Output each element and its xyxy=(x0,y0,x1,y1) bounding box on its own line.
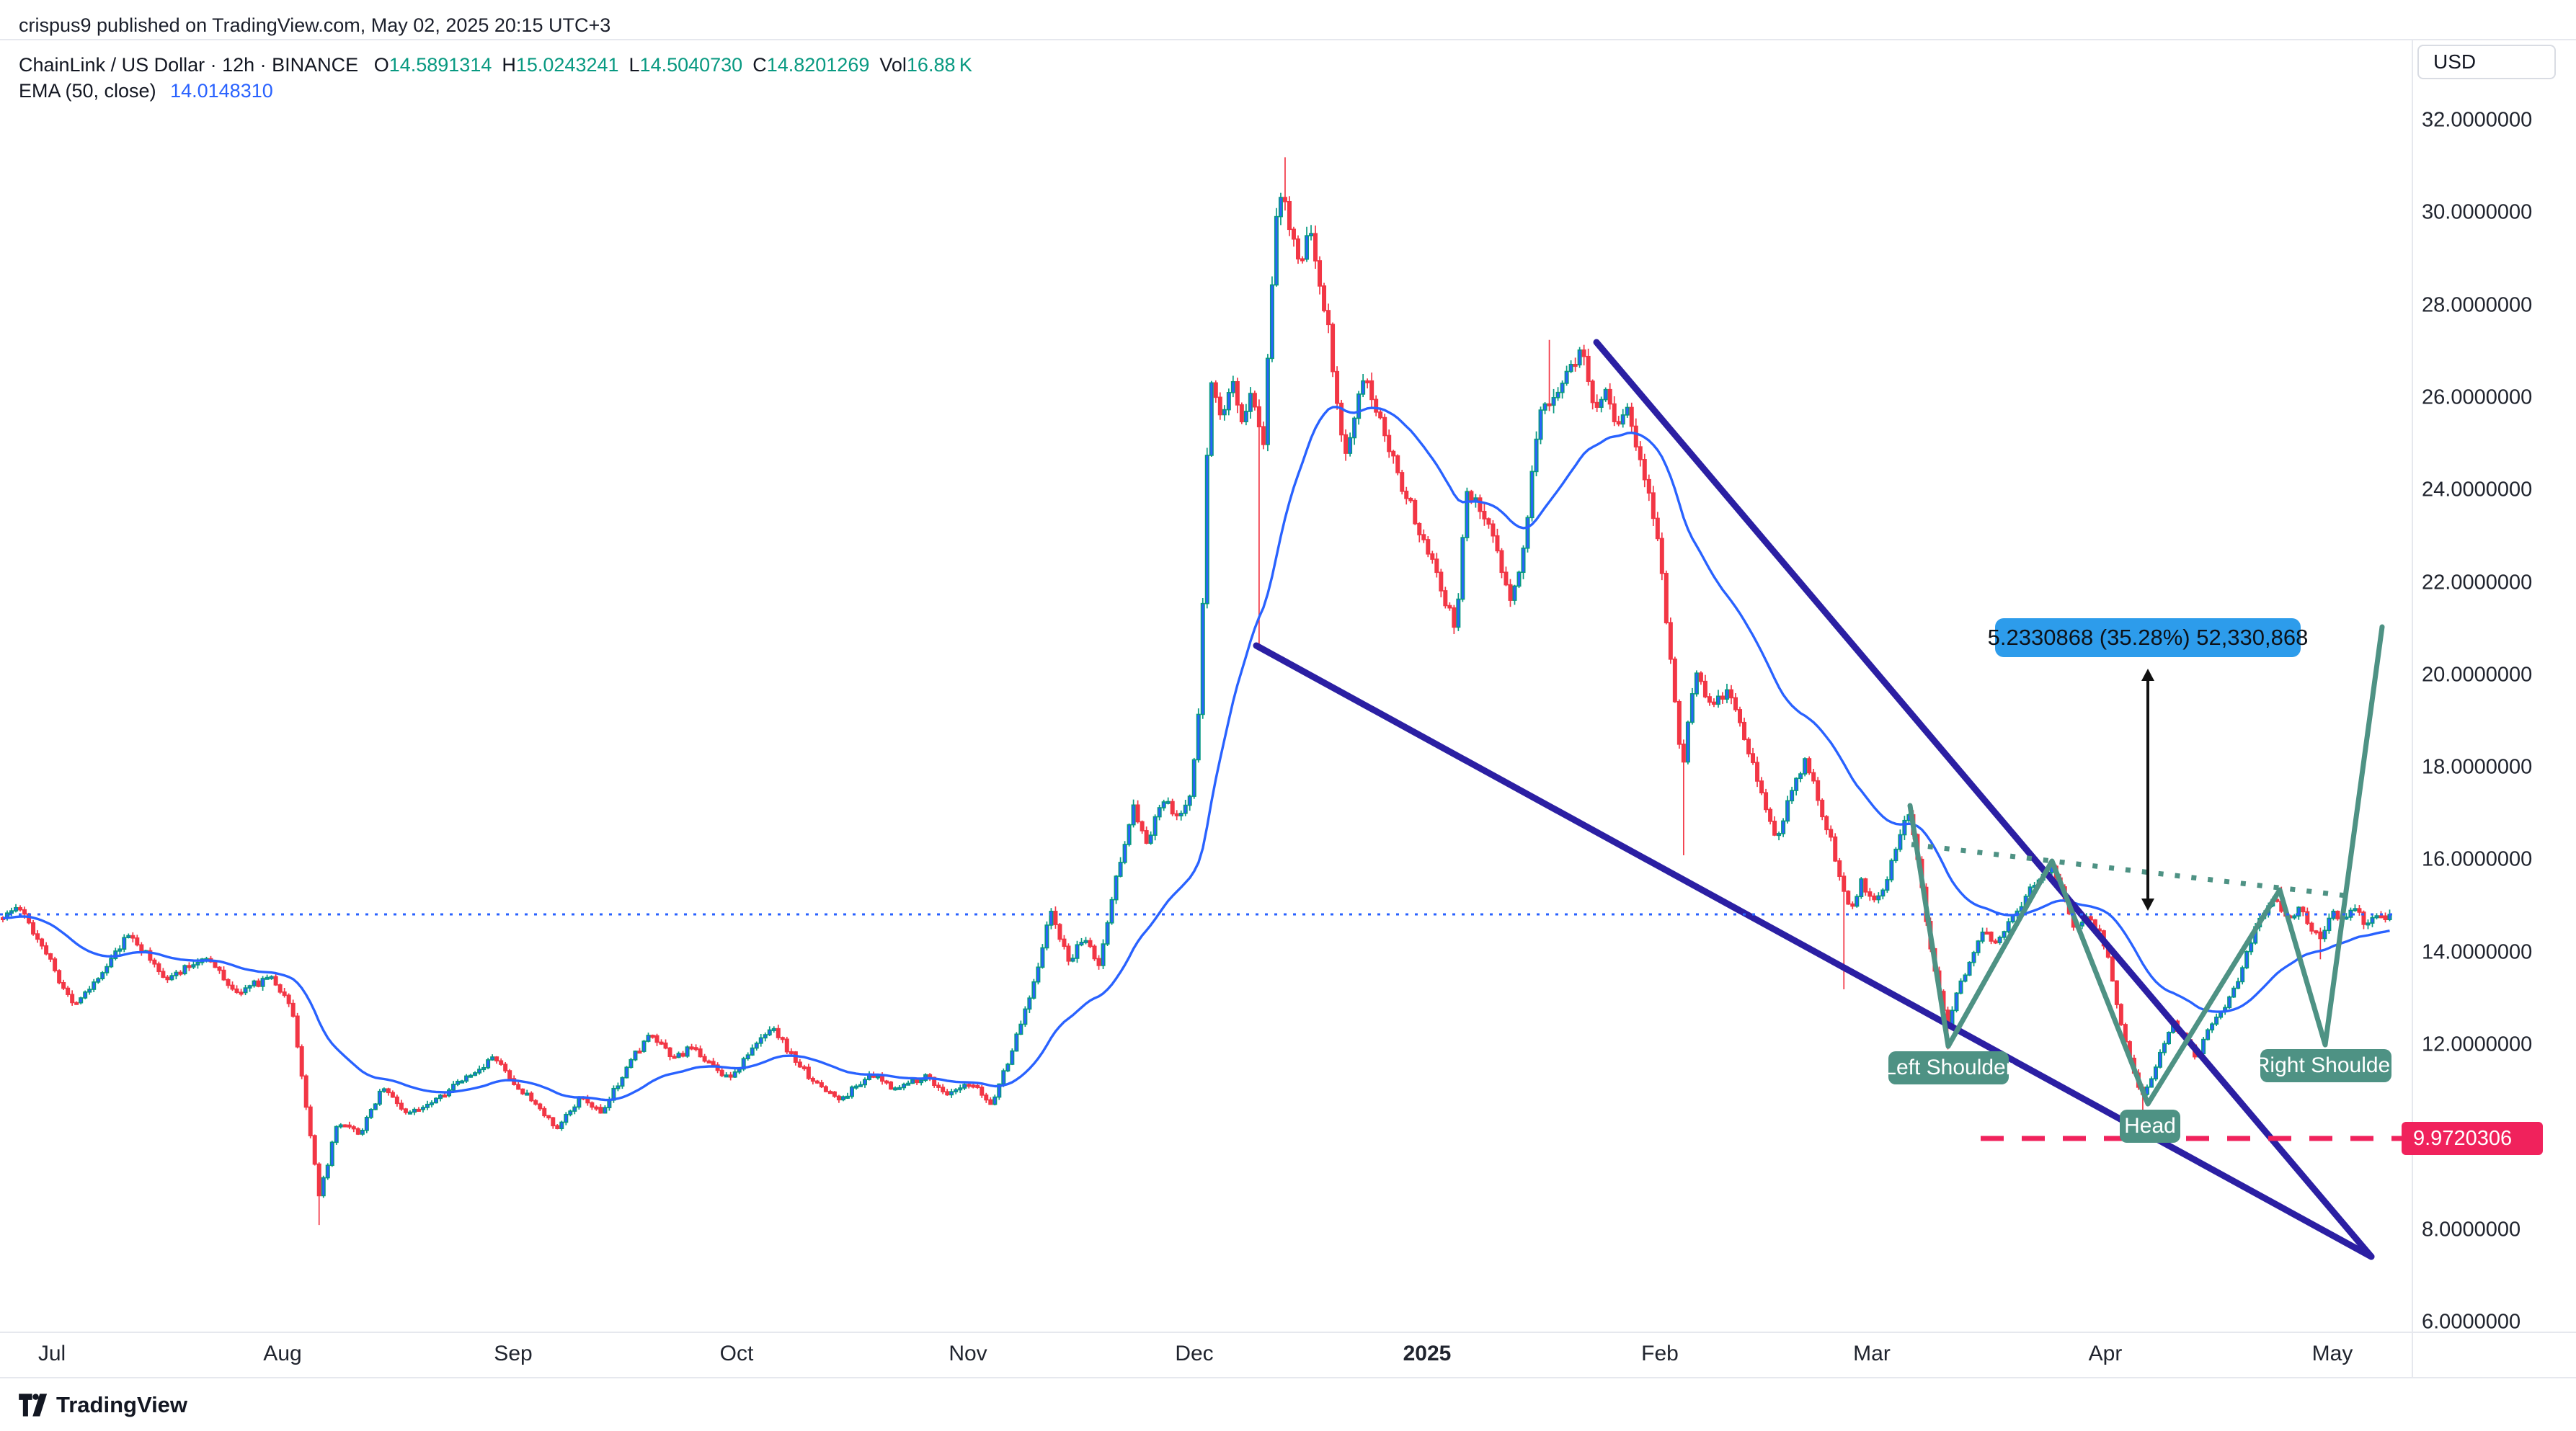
price-axis-label: 12.0000000 xyxy=(2422,1033,2533,1056)
price-axis-label: 8.0000000 xyxy=(2422,1218,2521,1241)
ohlc-key: L xyxy=(629,54,640,76)
price-axis-label: 32.0000000 xyxy=(2422,108,2533,132)
ohlc-key: O xyxy=(373,54,389,76)
time-axis-label: Sep xyxy=(494,1342,533,1365)
price-axis-label: 6.0000000 xyxy=(2422,1310,2521,1334)
right-shoulder-label[interactable]: Right Shoulder xyxy=(2255,1049,2397,1082)
chart-legend: ChainLink / US Dollar · 12h · BINANCE O1… xyxy=(19,52,972,104)
measure-result-label[interactable]: 5.2330868 (35.28%) 52,330,868 xyxy=(1988,618,2308,657)
ohlc-value: 14.5891314 xyxy=(388,54,492,76)
time-axis-bottom-border xyxy=(0,1377,2576,1378)
ema-indicator-value: 14.0148310 xyxy=(170,80,273,102)
price-axis-label: 20.0000000 xyxy=(2422,663,2533,687)
ohlc-value: 14.5040730 xyxy=(639,54,743,76)
pane-bottom-border xyxy=(0,1332,2576,1333)
time-axis-label: Nov xyxy=(949,1342,987,1365)
price-axis-label: 14.0000000 xyxy=(2422,940,2533,964)
ohlc-key: H xyxy=(502,54,516,76)
ohlc-value: 15.0243241 xyxy=(515,54,619,76)
legend-ema-row: EMA (50, close) 14.0148310 xyxy=(19,78,972,104)
ohlc-key: C xyxy=(752,54,767,76)
measure-arrow-head-up xyxy=(2141,669,2154,681)
price-axis-label: 24.0000000 xyxy=(2422,478,2533,501)
wedge-upper-trendline xyxy=(1593,339,2375,1260)
time-axis-label: Dec xyxy=(1175,1342,1214,1365)
price-axis-label: 18.0000000 xyxy=(2422,755,2533,779)
top-divider xyxy=(0,39,2576,40)
attribution-text: crispus9 published on TradingView.com, M… xyxy=(19,14,611,36)
time-axis-label: Aug xyxy=(263,1342,302,1365)
neckline-dotted xyxy=(1911,842,2347,899)
ohlc-value: 16.88 K xyxy=(906,54,972,76)
price-axis-label: 26.0000000 xyxy=(2422,385,2533,409)
left-shoulder-label[interactable]: Left Shoulder xyxy=(1884,1051,2013,1084)
time-axis-label: Jul xyxy=(37,1342,66,1365)
support-price-axis-badge: 9.9720306 xyxy=(2402,1122,2543,1155)
price-axis-label: 22.0000000 xyxy=(2422,571,2533,594)
ema-indicator-label: EMA (50, close) xyxy=(19,80,156,102)
time-axis-label: Feb xyxy=(1641,1342,1679,1365)
tradingview-logo[interactable]: TradingView xyxy=(19,1392,187,1418)
measure-arrow-head-down xyxy=(2141,899,2154,911)
price-axis-label: 16.0000000 xyxy=(2422,847,2533,871)
tradingview-logo-text: TradingView xyxy=(56,1392,188,1417)
legend-symbol-row: ChainLink / US Dollar · 12h · BINANCE O1… xyxy=(19,52,972,78)
time-axis-label: 2025 xyxy=(1403,1342,1452,1365)
candle-series xyxy=(0,157,2392,1226)
price-axis-border xyxy=(2412,40,2413,1378)
currency-unit-button[interactable]: USD xyxy=(2417,45,2556,79)
time-axis-label: Apr xyxy=(2088,1342,2123,1365)
time-axis-label: May xyxy=(2311,1342,2353,1365)
time-axis-label: Mar xyxy=(1853,1342,1891,1365)
wedge-lower-trendline xyxy=(1253,642,2375,1260)
ema-line xyxy=(2,406,2390,1102)
head-and-shoulders-zigzag xyxy=(1907,624,2385,1107)
price-axis-label: 30.0000000 xyxy=(2422,200,2533,224)
symbol-title: ChainLink / US Dollar · 12h · BINANCE xyxy=(19,54,359,76)
ohlc-key: Vol xyxy=(879,54,907,76)
price-axis-label: 28.0000000 xyxy=(2422,293,2533,317)
ohlc-value: 14.8201269 xyxy=(766,54,870,76)
tradingview-logo-icon xyxy=(19,1394,48,1417)
head-label[interactable]: Head xyxy=(2120,1110,2180,1143)
time-axis-label: Oct xyxy=(719,1342,754,1365)
ohlc-values: O14.5891314 H15.0243241 L14.5040730 C14.820… xyxy=(364,54,972,76)
